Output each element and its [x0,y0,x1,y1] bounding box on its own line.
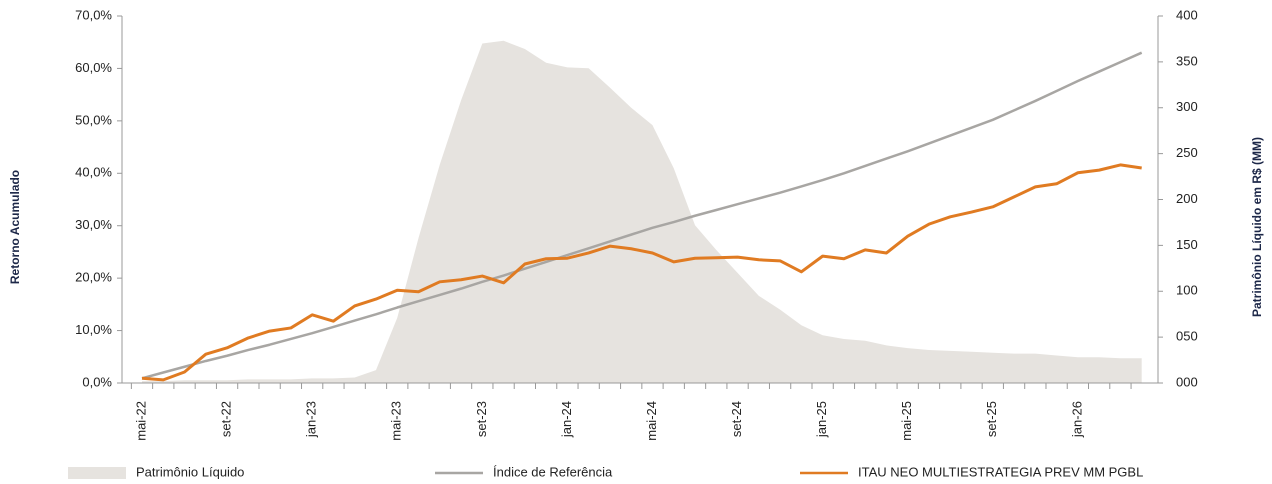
legend-label: Patrimônio Líquido [136,464,244,479]
x-tick-label: jan-24 [559,401,574,438]
x-tick-label: mai-24 [644,401,659,441]
y2-tick-label: 100 [1176,283,1198,298]
y-tick-label: 30,0% [75,217,112,232]
line [141,163,1142,382]
x-tick-label: mai-25 [899,401,914,441]
legend-swatch [68,467,126,479]
y2-tick-label: 200 [1176,191,1198,206]
area [142,40,1142,384]
y-axis-title: Retorno Acumulado [8,170,22,284]
x-tick-label: set-23 [474,401,489,437]
y2-tick-label: 000 [1176,374,1198,389]
legend-label: ITAU NEO MULTIESTRATEGIA PREV MM PGBL [858,464,1143,479]
x-tick-label: mai-22 [133,401,148,441]
x-tick-label: set-22 [219,401,234,437]
x-tick-label: jan-23 [304,401,319,438]
y-tick-label: 40,0% [75,165,112,180]
y2-axis-title: Patrimônio Líquido em R$ (MM) [1250,137,1264,317]
y2-tick-label: 050 [1176,329,1198,344]
x-tick-label: jan-26 [1069,401,1084,438]
y-tick-label: 20,0% [75,270,112,285]
y2-tick-label: 250 [1176,145,1198,160]
line [141,51,1143,380]
y2-tick-label: 300 [1176,99,1198,114]
x-tick-label: mai-23 [389,401,404,441]
x-tick-label: jan-25 [814,401,829,438]
legend-label: Índice de Referência [493,464,613,479]
y-tick-label: 10,0% [75,322,112,337]
y-tick-label: 0,0% [82,374,112,389]
y-tick-label: 50,0% [75,112,112,127]
y2-tick-label: 350 [1176,53,1198,68]
y2-tick-label: 150 [1176,237,1198,252]
y-tick-label: 60,0% [75,60,112,75]
y-tick-label: 70,0% [75,7,112,22]
y2-tick-label: 400 [1176,7,1198,22]
x-tick-label: set-25 [984,401,999,437]
x-tick-label: set-24 [729,401,744,437]
